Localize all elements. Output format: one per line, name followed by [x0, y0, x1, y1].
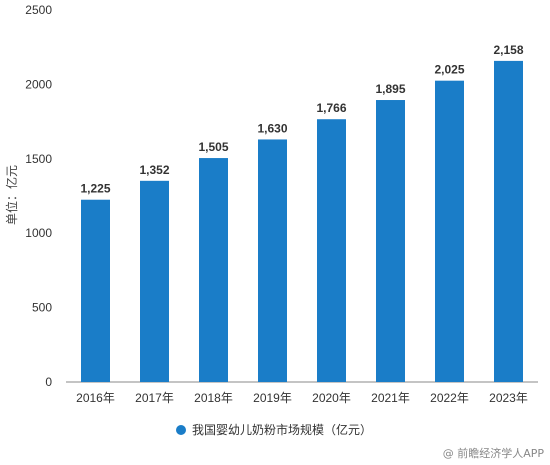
watermark-text: @ 前瞻经济学人APP — [443, 446, 545, 460]
x-tick-label: 2023年 — [489, 391, 528, 405]
y-tick-label: 500 — [32, 301, 52, 315]
bar — [258, 139, 287, 382]
x-tick-label: 2016年 — [76, 391, 115, 405]
legend-marker — [176, 425, 186, 435]
bar — [376, 100, 405, 383]
y-tick-label: 1000 — [25, 226, 52, 240]
x-tick-label: 2019年 — [253, 391, 292, 405]
bar — [317, 119, 346, 382]
data-label: 1,352 — [139, 163, 169, 177]
legend-label: 我国婴幼儿奶粉市场规模（亿元） — [192, 422, 372, 437]
bar — [494, 60, 523, 383]
x-tick-label: 2022年 — [430, 391, 469, 405]
x-tick-label: 2020年 — [312, 391, 351, 405]
x-tick-label: 2018年 — [194, 391, 233, 405]
bar — [199, 158, 228, 382]
x-tick-label: 2021年 — [371, 391, 410, 405]
legend: 我国婴幼儿奶粉市场规模（亿元） — [176, 422, 372, 437]
y-tick-label: 1500 — [25, 152, 52, 166]
data-label: 1,895 — [375, 82, 405, 96]
data-labels: 1,225 1,352 1,505 1,630 1,766 1,895 2,025 2,158 — [80, 43, 523, 196]
x-axis-ticks: 2016年 2017年 2018年 2019年 2020年 2021年 2022年 2023年 — [76, 391, 528, 405]
y-tick-label: 2000 — [25, 77, 52, 91]
bar — [140, 180, 169, 382]
data-label: 1,225 — [80, 182, 110, 196]
y-axis-label: 单位：亿元 — [4, 165, 19, 225]
bar — [81, 199, 110, 382]
data-label: 2,025 — [434, 63, 464, 77]
data-label: 1,630 — [257, 121, 287, 135]
y-tick-label: 2500 — [25, 3, 52, 17]
y-axis-ticks: 0 500 1000 1500 2000 2500 — [25, 3, 52, 389]
data-label: 2,158 — [493, 43, 523, 57]
x-tick-label: 2017年 — [135, 391, 174, 405]
data-label: 1,766 — [316, 101, 346, 115]
data-label: 1,505 — [198, 140, 228, 154]
bars — [81, 60, 523, 383]
y-tick-label: 0 — [45, 375, 52, 389]
bar — [435, 80, 464, 383]
